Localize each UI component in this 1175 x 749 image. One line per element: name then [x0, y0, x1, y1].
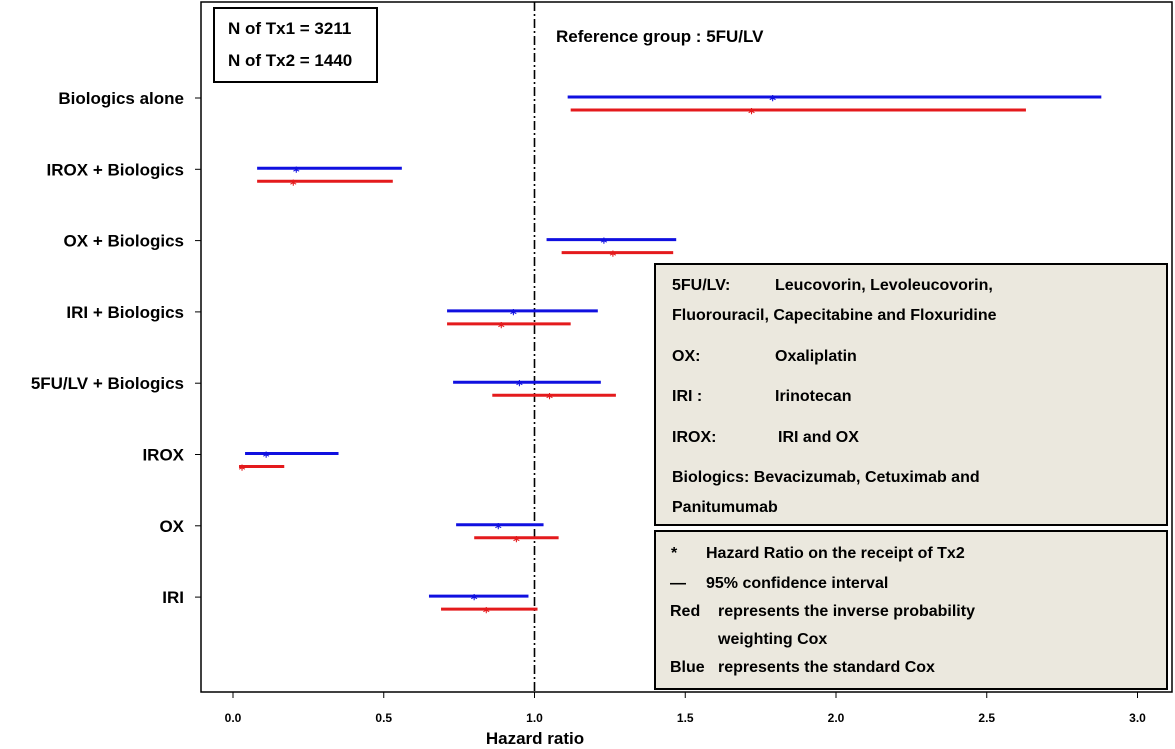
hr-point-red: * [483, 606, 490, 621]
hr-point-red: * [498, 321, 505, 336]
hr-point-blue: * [516, 379, 523, 394]
hr-point-blue: * [510, 308, 517, 323]
hr-point-red: * [239, 464, 246, 479]
hr-point-blue: * [600, 237, 607, 252]
def-irox-term: IROX: [672, 429, 716, 446]
y-tick-label: OX [159, 517, 184, 536]
key-blue-text: represents the standard Cox [718, 659, 935, 676]
def-irox-text: IRI and OX [778, 429, 859, 446]
definitions-box: 5FU/LV: Leucovorin, Levoleucovorin, Fluo… [654, 263, 1168, 526]
x-tick-label: 0.5 [375, 711, 392, 725]
key-red-text-1: represents the inverse probability [718, 603, 975, 620]
y-tick-label: Biologics alone [58, 89, 184, 108]
reference-group-label: Reference group : 5FU/LV [556, 27, 764, 46]
key-dash-text: 95% confidence interval [706, 575, 888, 592]
def-biologics-text-2: Panitumumab [672, 499, 778, 516]
x-tick-label: 2.0 [828, 711, 845, 725]
y-tick-label: OX + Biologics [64, 232, 184, 251]
key-red-word: Red [670, 603, 700, 620]
y-tick-label: 5FU/LV + Biologics [31, 374, 184, 393]
key-star-text: Hazard Ratio on the receipt of Tx2 [706, 545, 965, 562]
y-tick-label: IRI + Biologics [66, 303, 184, 322]
y-tick-label: IRI [162, 588, 184, 607]
hr-point-blue: * [293, 165, 300, 180]
x-tick-label: 1.5 [677, 711, 694, 725]
sample-size-tx1: N of Tx1 = 3211 [228, 19, 351, 38]
key-blue-word: Blue [670, 659, 705, 676]
x-tick-label: 2.5 [978, 711, 995, 725]
hr-point-red: * [609, 250, 616, 265]
y-tick-label: IROX + Biologics [47, 160, 184, 179]
x-tick-label: 0.0 [225, 711, 242, 725]
sample-size-box: N of Tx1 = 3211 N of Tx2 = 1440 [213, 7, 378, 83]
hr-point-blue: * [495, 522, 502, 537]
hr-point-blue: * [471, 593, 478, 608]
hr-point-red: * [546, 392, 553, 407]
def-5fulv-text-2: Fluorouracil, Capecitabine and Floxuridi… [672, 307, 997, 324]
def-iri-term: IRI : [672, 388, 702, 405]
def-ox-text: Oxaliplatin [775, 348, 857, 365]
plot-frame [200, 1, 1173, 693]
key-box: * Hazard Ratio on the receipt of Tx2 — 9… [654, 530, 1168, 690]
x-axis-label: Hazard ratio [486, 729, 584, 748]
def-5fulv-term: 5FU/LV: [672, 277, 730, 294]
key-red-text-2: weighting Cox [717, 631, 827, 648]
hr-point-red: * [748, 107, 755, 122]
x-tick-label: 3.0 [1129, 711, 1146, 725]
def-5fulv-text-1: Leucovorin, Levoleucovorin, [775, 277, 993, 294]
def-iri-text: Irinotecan [775, 388, 851, 405]
key-star-symbol: * [671, 545, 678, 562]
def-ox-term: OX: [672, 348, 700, 365]
hr-point-blue: * [769, 94, 776, 109]
hr-point-red: * [290, 178, 297, 193]
hr-point-red: * [513, 535, 520, 550]
sample-size-tx2: N of Tx2 = 1440 [228, 51, 352, 70]
x-tick-label: 1.0 [526, 711, 543, 725]
y-tick-label: IROX [142, 446, 184, 465]
key-dash-symbol: — [670, 575, 686, 592]
hr-point-blue: * [263, 451, 270, 466]
def-biologics-text-1: Biologics: Bevacizumab, Cetuximab and [672, 469, 980, 486]
